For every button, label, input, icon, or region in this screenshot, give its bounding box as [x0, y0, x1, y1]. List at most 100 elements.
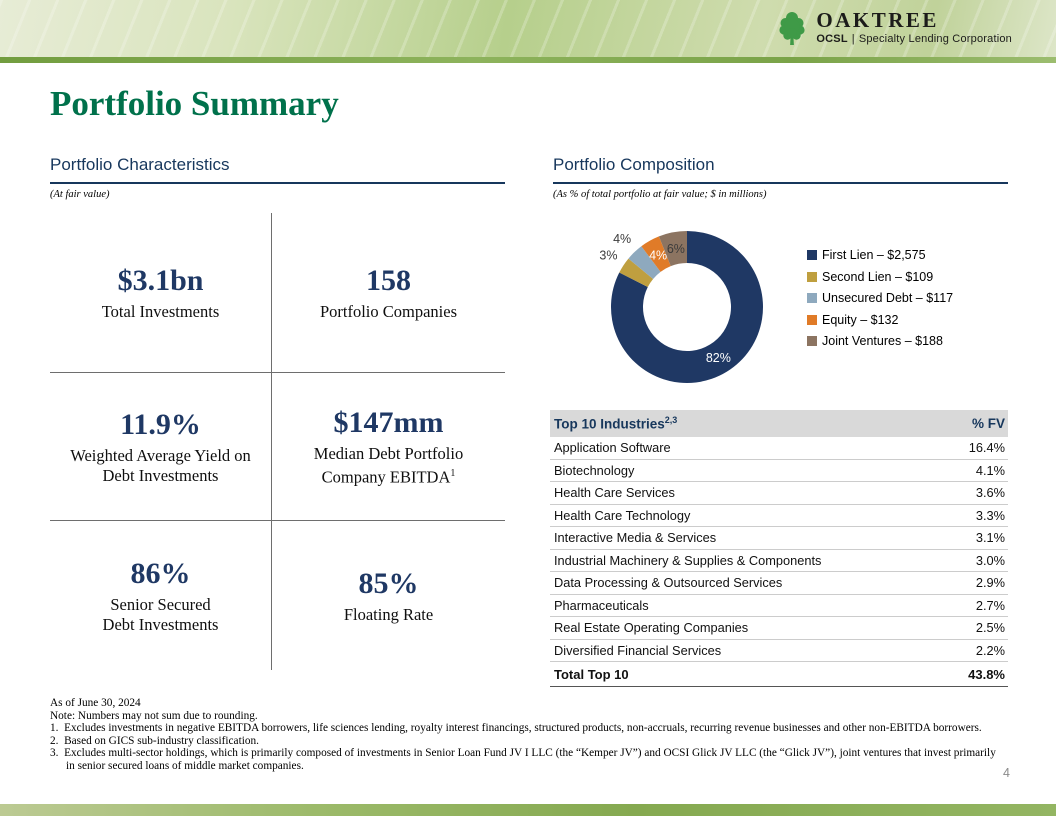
stat-weighted-average-yield: 11.9% Weighted Average Yield on Debt Inv… — [50, 373, 272, 521]
industry-name: Data Processing & Outsourced Services — [554, 575, 783, 591]
donut-segment-first-lien — [611, 231, 763, 383]
stat-value: 158 — [366, 264, 411, 297]
industry-row: Pharmaceuticals 2.7% — [550, 595, 1008, 617]
industry-value: 2.2% — [975, 642, 1005, 658]
industries-table: Top 10 Industries2,3 % FV Application So… — [550, 410, 1008, 687]
industry-value: 3.6% — [975, 485, 1005, 501]
industry-row: Application Software 16.4% — [550, 437, 1008, 460]
industry-row: Health Care Technology 3.3% — [550, 505, 1008, 527]
footnote-line: 2. Based on GICS sub-industry classifica… — [50, 734, 259, 747]
industry-name: Health Care Technology — [554, 507, 691, 523]
page-number: 4 — [1003, 766, 1010, 780]
oaktree-logo: OAKTREE OCSL | Specialty Lending Corporati… — [776, 9, 1012, 46]
legend-item-first-lien: First Lien – $2,575 — [807, 248, 953, 262]
legend-swatch-second-lien — [807, 271, 817, 282]
oak-leaf-icon — [779, 11, 805, 45]
industry-name: Diversified Financial Services — [554, 642, 722, 658]
industry-name: Interactive Media & Services — [554, 530, 717, 546]
donut-segment-joint-ventures — [658, 231, 687, 267]
footnote-line: As of June 30, 2024 — [50, 697, 141, 709]
footnotes: As of June 30, 2024 Note: Numbers may not… — [50, 697, 998, 773]
donut-label-joint-ventures: 6% — [667, 242, 685, 256]
legend-label: Second Lien – $109 — [822, 269, 934, 284]
donut-label-second-lien: 3% — [599, 248, 617, 262]
donut-segment-second-lien — [619, 258, 654, 288]
industry-row: Health Care Services 3.6% — [550, 482, 1008, 505]
legend-label: Joint Ventures – $188 — [822, 334, 943, 348]
donut-label-first-lien: 82% — [706, 351, 731, 365]
legend-swatch-joint-ventures — [807, 336, 817, 346]
donut-label-equity: 4% — [649, 249, 667, 263]
industries-total-row: Total Top 10 43.8% — [550, 662, 1008, 687]
page-title: Portfolio Summary — [50, 84, 339, 123]
legend-label: First Lien – $2,575 — [822, 248, 926, 262]
legend-item-second-lien: Second Lien – $109 — [807, 270, 953, 284]
industry-row: Industrial Machinery & Supplies & Compon… — [550, 550, 1008, 572]
brand-wordmark: OAKTREE — [816, 8, 939, 32]
industry-value: 2.7% — [975, 597, 1005, 613]
donut-segment-equity — [641, 236, 671, 272]
footnote-line: 3. Excludes multi-sector holdings, which… — [50, 747, 999, 772]
industries-total-label: Total Top 10 — [554, 666, 629, 682]
composition-section: Portfolio Composition (As % of total por… — [553, 155, 1008, 200]
stat-total-investments: $3.1bn Total Investments — [50, 213, 272, 373]
industry-value: 3.0% — [975, 552, 1005, 568]
legend-label: Equity – $132 — [822, 312, 899, 327]
composition-heading: Portfolio Composition — [553, 155, 1008, 184]
stat-value: $3.1bn — [117, 264, 204, 297]
stat-median-ebitda: $147mm Median Debt Portfolio Company EBI… — [272, 373, 505, 521]
stat-label: Portfolio Companies — [319, 302, 458, 321]
footnote-line: Note: Numbers may not sum due to roundin… — [50, 709, 258, 722]
industry-row: Real Estate Operating Companies 2.5% — [550, 617, 1008, 640]
brand-subtitle-text: Specialty Lending Corporation — [858, 33, 1012, 45]
stat-label-text: Median Debt Portfolio Company EBITDA — [313, 444, 464, 487]
stat-value: 85% — [358, 567, 419, 600]
characteristics-section: Portfolio Characteristics (At fair value… — [50, 155, 505, 200]
industry-row: Interactive Media & Services 3.1% — [550, 527, 1008, 550]
stat-floating-rate: 85% Floating Rate — [272, 521, 505, 670]
characteristics-caption: (At fair value) — [50, 189, 110, 200]
industry-row: Diversified Financial Services 2.2% — [550, 640, 1008, 662]
stats-grid: $3.1bn Total Investments 158 Portfolio C… — [50, 213, 505, 670]
industry-value: 16.4% — [968, 440, 1005, 456]
legend-swatch-unsecured-debt — [807, 293, 817, 303]
industries-header-value: % FV — [971, 416, 1005, 431]
industries-header-label: Top 10 Industries2,3 — [554, 415, 972, 432]
characteristics-heading: Portfolio Characteristics — [50, 155, 505, 184]
logo-text: OAKTREE OCSL | Specialty Lending Corporati… — [816, 9, 1012, 46]
industry-value: 4.1% — [975, 462, 1005, 478]
header-band — [0, 0, 1056, 57]
industries-total-value: 43.8% — [968, 666, 1005, 682]
footnote-line: 1. Excludes investments in negative EBIT… — [50, 722, 982, 735]
industries-header-sup: 2,3 — [664, 415, 678, 426]
industry-value: 2.9% — [975, 575, 1005, 591]
industries-header-text: Top 10 Industries — [554, 416, 665, 432]
industry-name: Health Care Services — [554, 485, 675, 501]
industry-name: Application Software — [554, 440, 671, 456]
bottom-band — [0, 804, 1056, 816]
industry-name: Biotechnology — [554, 462, 635, 478]
stat-value: 11.9% — [120, 408, 201, 441]
legend-item-equity: Equity – $132 — [807, 313, 953, 327]
stat-label-sup: 1 — [450, 468, 456, 480]
legend-label: Unsecured Debt – $117 — [822, 291, 954, 305]
industry-row: Data Processing & Outsourced Services 2.9… — [550, 572, 1008, 595]
stat-value: 86% — [130, 557, 191, 590]
industry-value: 3.3% — [975, 507, 1005, 523]
stat-senior-secured: 86% Senior Secured Debt Investments — [50, 521, 272, 670]
donut-chart: 82%3%4%4% 6% — [599, 231, 763, 383]
stat-label: Senior Secured Debt Investments — [102, 595, 219, 634]
stat-label: Total Investments — [101, 302, 220, 321]
industry-name: Industrial Machinery & Supplies & Compon… — [554, 552, 822, 568]
stat-value: $147mm — [333, 406, 444, 440]
donut-segment-unsecured-debt — [628, 246, 661, 279]
stat-portfolio-companies: 158 Portfolio Companies — [272, 213, 505, 373]
legend-swatch-first-lien — [807, 250, 817, 260]
legend-swatch-equity — [807, 314, 817, 325]
industries-header: Top 10 Industries2,3 % FV — [550, 410, 1008, 437]
legend-item-joint-ventures: Joint Ventures – $188 — [807, 334, 953, 348]
industry-name: Pharmaceuticals — [554, 597, 649, 613]
industry-value: 3.1% — [975, 530, 1005, 546]
industries-body: Application Software 16.4% Biotechnology 4.… — [550, 437, 1008, 662]
